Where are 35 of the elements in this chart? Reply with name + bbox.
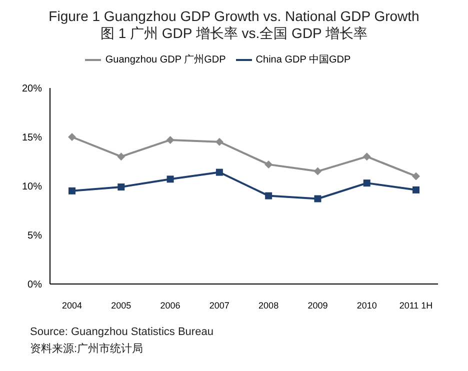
source-note: Source: Guangzhou Statistics Bureau [30, 325, 214, 340]
x-tick-label: 2009 [308, 300, 328, 310]
legend-label: Guangzhou GDP 广州GDP [105, 54, 226, 66]
x-tick-label: 2005 [111, 300, 132, 310]
point [314, 167, 322, 176]
point [362, 152, 371, 161]
point [118, 183, 125, 190]
point [363, 180, 370, 187]
x-tick-label: 2007 [209, 300, 230, 310]
x-tick-label: 2010 [356, 300, 377, 310]
y-tick-label: 5% [28, 230, 42, 242]
point [215, 138, 224, 146]
point [314, 195, 322, 202]
point [68, 187, 76, 194]
x-tick-label: 2006 [160, 300, 180, 310]
point [412, 172, 420, 180]
point [117, 152, 126, 161]
point [166, 136, 174, 144]
x-tick-label: 2008 [258, 300, 279, 310]
y-tick-label: 15% [22, 132, 42, 144]
point [265, 192, 272, 200]
point [216, 168, 223, 176]
chart-title: Figure 1 Guangzhou GDP Growth vs. National GDP Growth [48, 8, 420, 25]
y-tick-label: 0% [28, 280, 42, 291]
x-tick-label: 2011 1H [399, 300, 433, 310]
point [166, 176, 174, 183]
point [264, 160, 273, 168]
point [412, 186, 420, 194]
legend-label: China GDP 中国GDP [256, 54, 351, 66]
point [68, 133, 76, 141]
x-tick-label: 2004 [62, 300, 82, 310]
y-tick-label: 20% [22, 84, 42, 95]
text: 资料来源:广州市统计局 [30, 342, 144, 357]
y-tick-label: 10% [22, 182, 42, 193]
chart-subtitle: 图 1 广州 GDP 增长率 vs.全国 GDP 增长率 [99, 25, 369, 42]
